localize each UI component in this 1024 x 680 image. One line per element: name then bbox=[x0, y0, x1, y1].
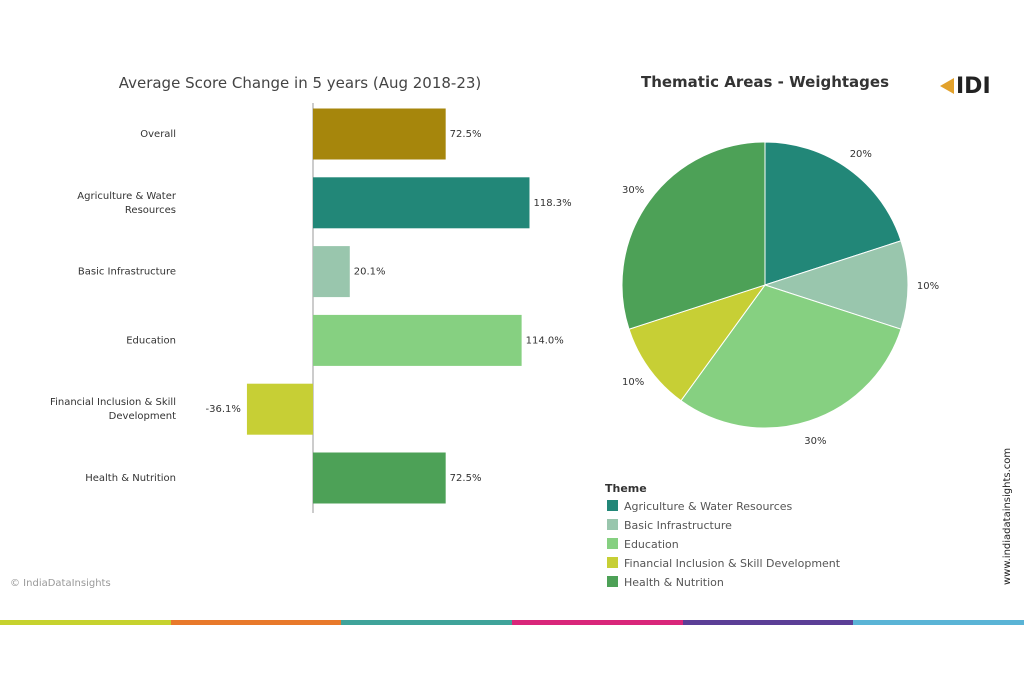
legend-label: Health & Nutrition bbox=[624, 576, 724, 589]
pie-slice-4 bbox=[621, 141, 766, 330]
legend-label: Agriculture & Water Resources bbox=[624, 500, 793, 513]
pie-slice-label: 10% bbox=[917, 281, 939, 292]
category-label: Overall bbox=[140, 129, 176, 140]
stripe-segment bbox=[682, 620, 854, 625]
pie-slice-1 bbox=[763, 240, 909, 330]
stripe-segment bbox=[341, 620, 513, 625]
legend-label: Financial Inclusion & Skill Development bbox=[624, 557, 841, 570]
pie-slice-label: 30% bbox=[804, 436, 826, 447]
legend-swatch bbox=[607, 557, 618, 568]
legend-swatch bbox=[607, 519, 618, 530]
logo-text: IDI bbox=[956, 73, 991, 99]
logo-arrow-icon bbox=[940, 78, 954, 94]
bar-5 bbox=[313, 452, 446, 504]
category-label: Health & Nutrition bbox=[85, 473, 176, 484]
website-url: www.indiadatainsights.com bbox=[1002, 447, 1013, 585]
bar-chart-title: Average Score Change in 5 years (Aug 201… bbox=[119, 74, 482, 92]
pie-slice-3 bbox=[628, 284, 767, 402]
legend-label: Education bbox=[624, 538, 679, 551]
legend-swatch bbox=[607, 538, 618, 549]
value-label: 72.5% bbox=[450, 129, 482, 140]
bar-4 bbox=[246, 383, 313, 435]
legend-label: Basic Infrastructure bbox=[624, 519, 732, 532]
legend-swatch bbox=[607, 500, 618, 511]
value-label: 118.3% bbox=[533, 198, 571, 209]
pie-slice-label: 10% bbox=[622, 377, 644, 388]
pie-chart-title: Thematic Areas - Weightages bbox=[641, 73, 889, 91]
bar-2 bbox=[313, 246, 350, 298]
legend-swatch bbox=[607, 576, 618, 587]
value-label: 72.5% bbox=[450, 473, 482, 484]
pie-legend: Theme Agriculture & Water Resources Basic… bbox=[605, 482, 841, 589]
value-label: 20.1% bbox=[354, 267, 386, 278]
copyright-text: © IndiaDataInsights bbox=[10, 578, 111, 589]
category-label: Education bbox=[126, 335, 176, 346]
category-label: Financial Inclusion & Skill Development bbox=[50, 397, 176, 422]
pie-chart: 20% 10% 30% 10% 30% bbox=[621, 141, 939, 447]
pie-slice-label: 20% bbox=[850, 149, 872, 160]
category-label: Basic Infrastructure bbox=[78, 267, 176, 278]
bar-1 bbox=[313, 177, 530, 229]
value-label: 114.0% bbox=[526, 335, 564, 346]
category-label: Agriculture & Water Resources bbox=[77, 191, 177, 216]
bottom-color-stripe bbox=[0, 620, 1024, 625]
bar-3 bbox=[313, 314, 522, 366]
pie-slice-0 bbox=[764, 141, 902, 286]
idi-logo: IDI bbox=[940, 72, 991, 100]
bar-0 bbox=[313, 108, 446, 160]
value-label: -36.1% bbox=[206, 404, 241, 415]
stripe-segment bbox=[512, 620, 683, 625]
bar-chart: Overall 72.5% Agriculture & Water Resources… bbox=[50, 103, 572, 513]
stripe-segment bbox=[170, 620, 342, 625]
pie-slice-2 bbox=[680, 284, 902, 429]
pie-slice-label: 30% bbox=[622, 185, 644, 196]
stripe-segment bbox=[0, 620, 171, 625]
legend-title: Theme bbox=[605, 482, 647, 495]
stripe-segment bbox=[853, 620, 1024, 625]
